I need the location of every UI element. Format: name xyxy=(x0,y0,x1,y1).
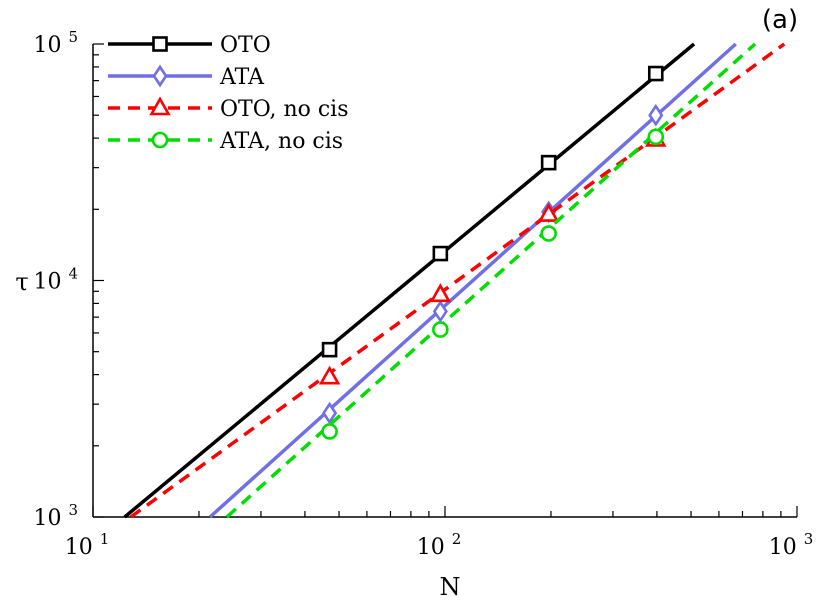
legend-item: OTO xyxy=(108,33,271,58)
data-point xyxy=(432,300,448,323)
data-point xyxy=(429,283,452,303)
series-layer xyxy=(123,42,786,519)
series-3 xyxy=(225,42,757,519)
series-0 xyxy=(123,42,696,519)
series-line xyxy=(129,42,786,519)
data-point xyxy=(432,321,449,338)
data-point xyxy=(647,65,664,82)
data-point xyxy=(432,245,449,262)
legend-item: OTO, no cis xyxy=(108,96,349,122)
data-point xyxy=(647,128,665,146)
series-1 xyxy=(208,42,737,519)
legend-label: OTO, no cis xyxy=(220,97,349,122)
series-line xyxy=(123,42,696,519)
x-tick-label: 10 2 xyxy=(417,530,462,560)
data-point xyxy=(648,103,664,127)
legend-label: OTO xyxy=(220,33,271,58)
data-point xyxy=(318,365,341,385)
panel-label: (a) xyxy=(762,5,798,35)
y-tick-label: 10 3 xyxy=(33,501,78,531)
data-point xyxy=(540,154,557,171)
legend-item: ATA xyxy=(108,64,265,90)
plot-axes: 10 1 10 2 10 3 10 3 10 4 10 5 xyxy=(33,28,813,560)
legend-marker xyxy=(152,36,168,52)
y-axis-label: τ xyxy=(15,268,28,296)
legend: OTO ATA OTO, no cis ATA, no cis xyxy=(108,33,349,154)
legend-marker xyxy=(149,96,171,116)
series-line xyxy=(225,42,757,519)
data-point xyxy=(321,423,338,440)
legend-marker xyxy=(152,64,168,88)
y-tick-label: 10 4 xyxy=(33,265,78,295)
x-tick-label: 10 1 xyxy=(65,530,110,560)
data-point xyxy=(322,401,338,425)
data-point xyxy=(321,341,338,358)
x-tick-label: 10 3 xyxy=(769,530,814,560)
y-tick-label: 10 5 xyxy=(33,28,78,58)
series-line xyxy=(208,42,737,519)
legend-label: ATA, no cis xyxy=(219,129,343,154)
legend-label: ATA xyxy=(219,65,265,90)
data-point xyxy=(540,225,557,242)
x-axis-label: N xyxy=(440,573,461,601)
legend-item: ATA, no cis xyxy=(108,129,343,154)
legend-marker xyxy=(151,131,169,149)
data-point xyxy=(537,202,560,222)
